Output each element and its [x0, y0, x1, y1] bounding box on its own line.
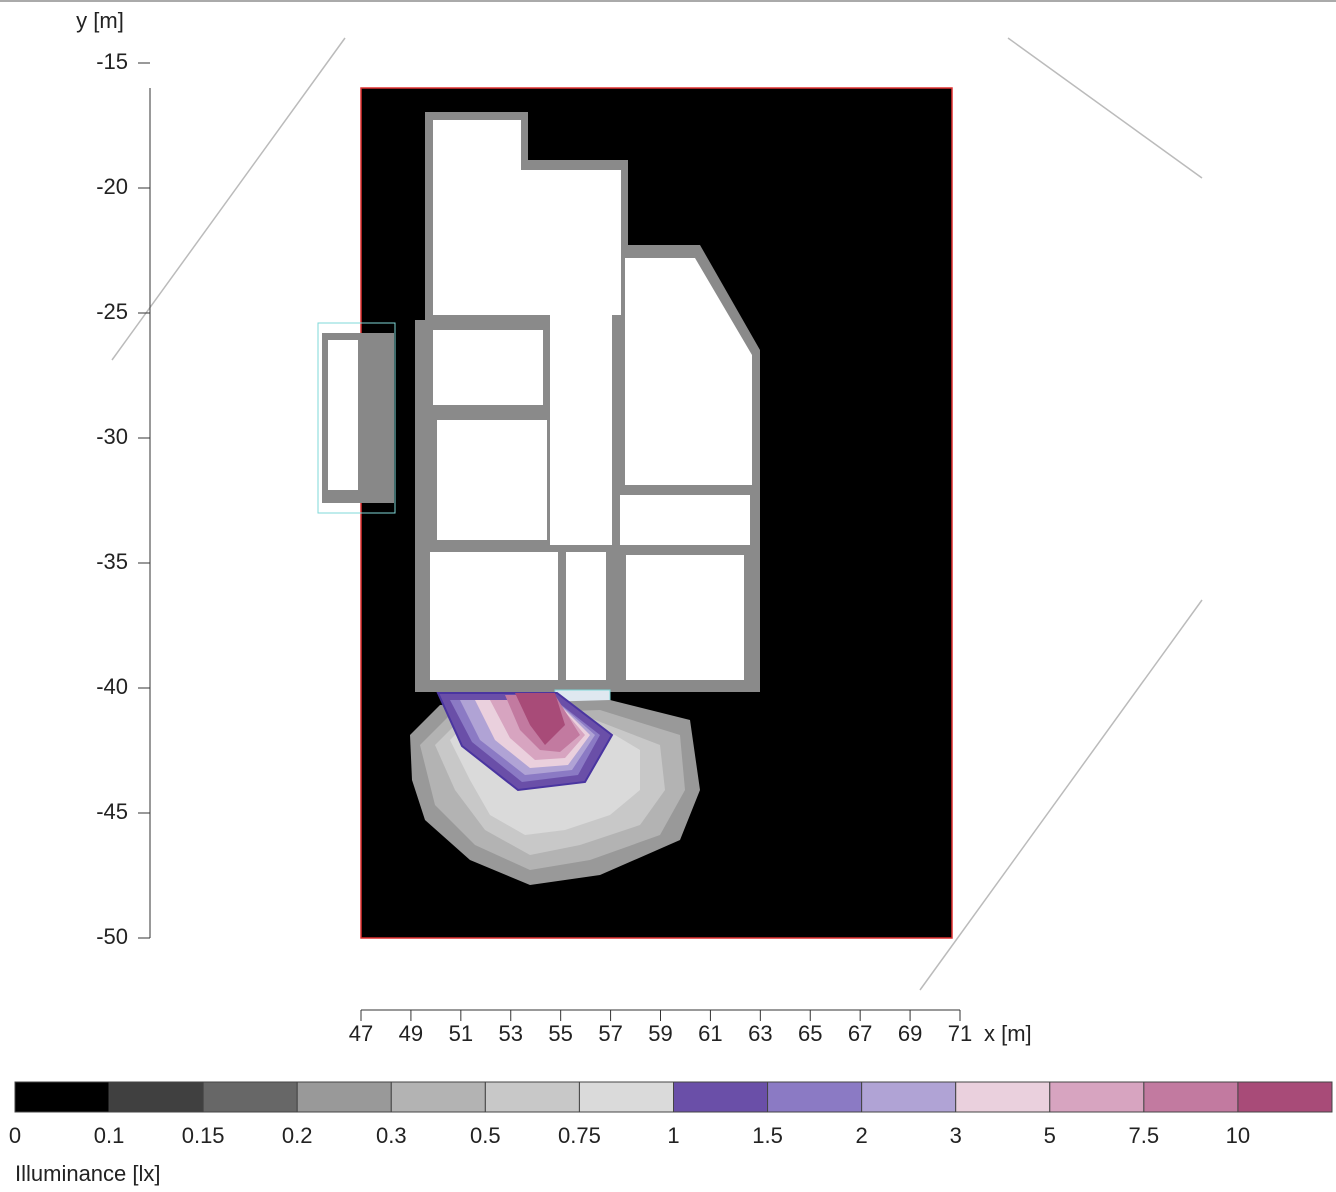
y-tick-label: -45: [96, 799, 128, 824]
colorbar-swatch: [391, 1082, 485, 1112]
colorbar-tick-label: 2: [856, 1123, 868, 1148]
colorbar-swatch: [485, 1082, 579, 1112]
y-tick-label: -20: [96, 174, 128, 199]
colorbar-tick-label: 1: [667, 1123, 679, 1148]
annex-room: [328, 340, 358, 490]
y-tick-label: -40: [96, 674, 128, 699]
x-tick-label: 71: [948, 1021, 972, 1046]
colorbar-label: Illuminance [lx]: [15, 1161, 161, 1186]
y-tick-label: -35: [96, 549, 128, 574]
colorbar-swatch: [674, 1082, 768, 1112]
colorbar-tick-label: 1.5: [752, 1123, 783, 1148]
y-tick-label: -15: [96, 49, 128, 74]
x-tick-label: 67: [848, 1021, 872, 1046]
colorbar-swatch: [862, 1082, 956, 1112]
colorbar-swatch: [579, 1082, 673, 1112]
x-tick-label: 65: [798, 1021, 822, 1046]
colorbar-swatch: [956, 1082, 1050, 1112]
colorbar-tick-label: 0: [9, 1123, 21, 1148]
x-tick-label: 53: [499, 1021, 523, 1046]
colorbar-swatch: [297, 1082, 391, 1112]
colorbar-swatch: [15, 1082, 109, 1112]
y-tick-label: -50: [96, 924, 128, 949]
colorbar-tick-label: 0.3: [376, 1123, 407, 1148]
x-tick-label: 59: [648, 1021, 672, 1046]
x-tick-label: 51: [449, 1021, 473, 1046]
colorbar-tick-label: 0.15: [182, 1123, 225, 1148]
colorbar-tick-label: 5: [1044, 1123, 1056, 1148]
colorbar-swatch: [109, 1082, 203, 1112]
x-tick-label: 61: [698, 1021, 722, 1046]
x-tick-label: 57: [598, 1021, 622, 1046]
x-tick-label: 55: [548, 1021, 572, 1046]
colorbar-swatch: [1238, 1082, 1332, 1112]
chart: y [m] x [m] Illuminance [lx] 47495153555…: [0, 0, 1336, 1192]
x-tick-label: 63: [748, 1021, 772, 1046]
colorbar-tick-label: 0.5: [470, 1123, 501, 1148]
colorbar-tick-label: 0.75: [558, 1123, 601, 1148]
x-tick-label: 47: [349, 1021, 373, 1046]
colorbar-tick-label: 0.2: [282, 1123, 313, 1148]
colorbar-swatch: [768, 1082, 862, 1112]
x-tick-label: 69: [898, 1021, 922, 1046]
x-tick-label: 49: [399, 1021, 423, 1046]
y-tick-label: -30: [96, 424, 128, 449]
colorbar-tick-label: 10: [1226, 1123, 1250, 1148]
colorbar-swatch: [1144, 1082, 1238, 1112]
y-tick-label: -25: [96, 299, 128, 324]
y-axis-label: y [m]: [76, 8, 124, 33]
colorbar-swatch: [1050, 1082, 1144, 1112]
colorbar-tick-label: 7.5: [1129, 1123, 1160, 1148]
colorbar-tick-label: 0.1: [94, 1123, 125, 1148]
colorbar-swatch: [203, 1082, 297, 1112]
x-axis-label: x [m]: [984, 1021, 1032, 1046]
colorbar-tick-label: 3: [950, 1123, 962, 1148]
